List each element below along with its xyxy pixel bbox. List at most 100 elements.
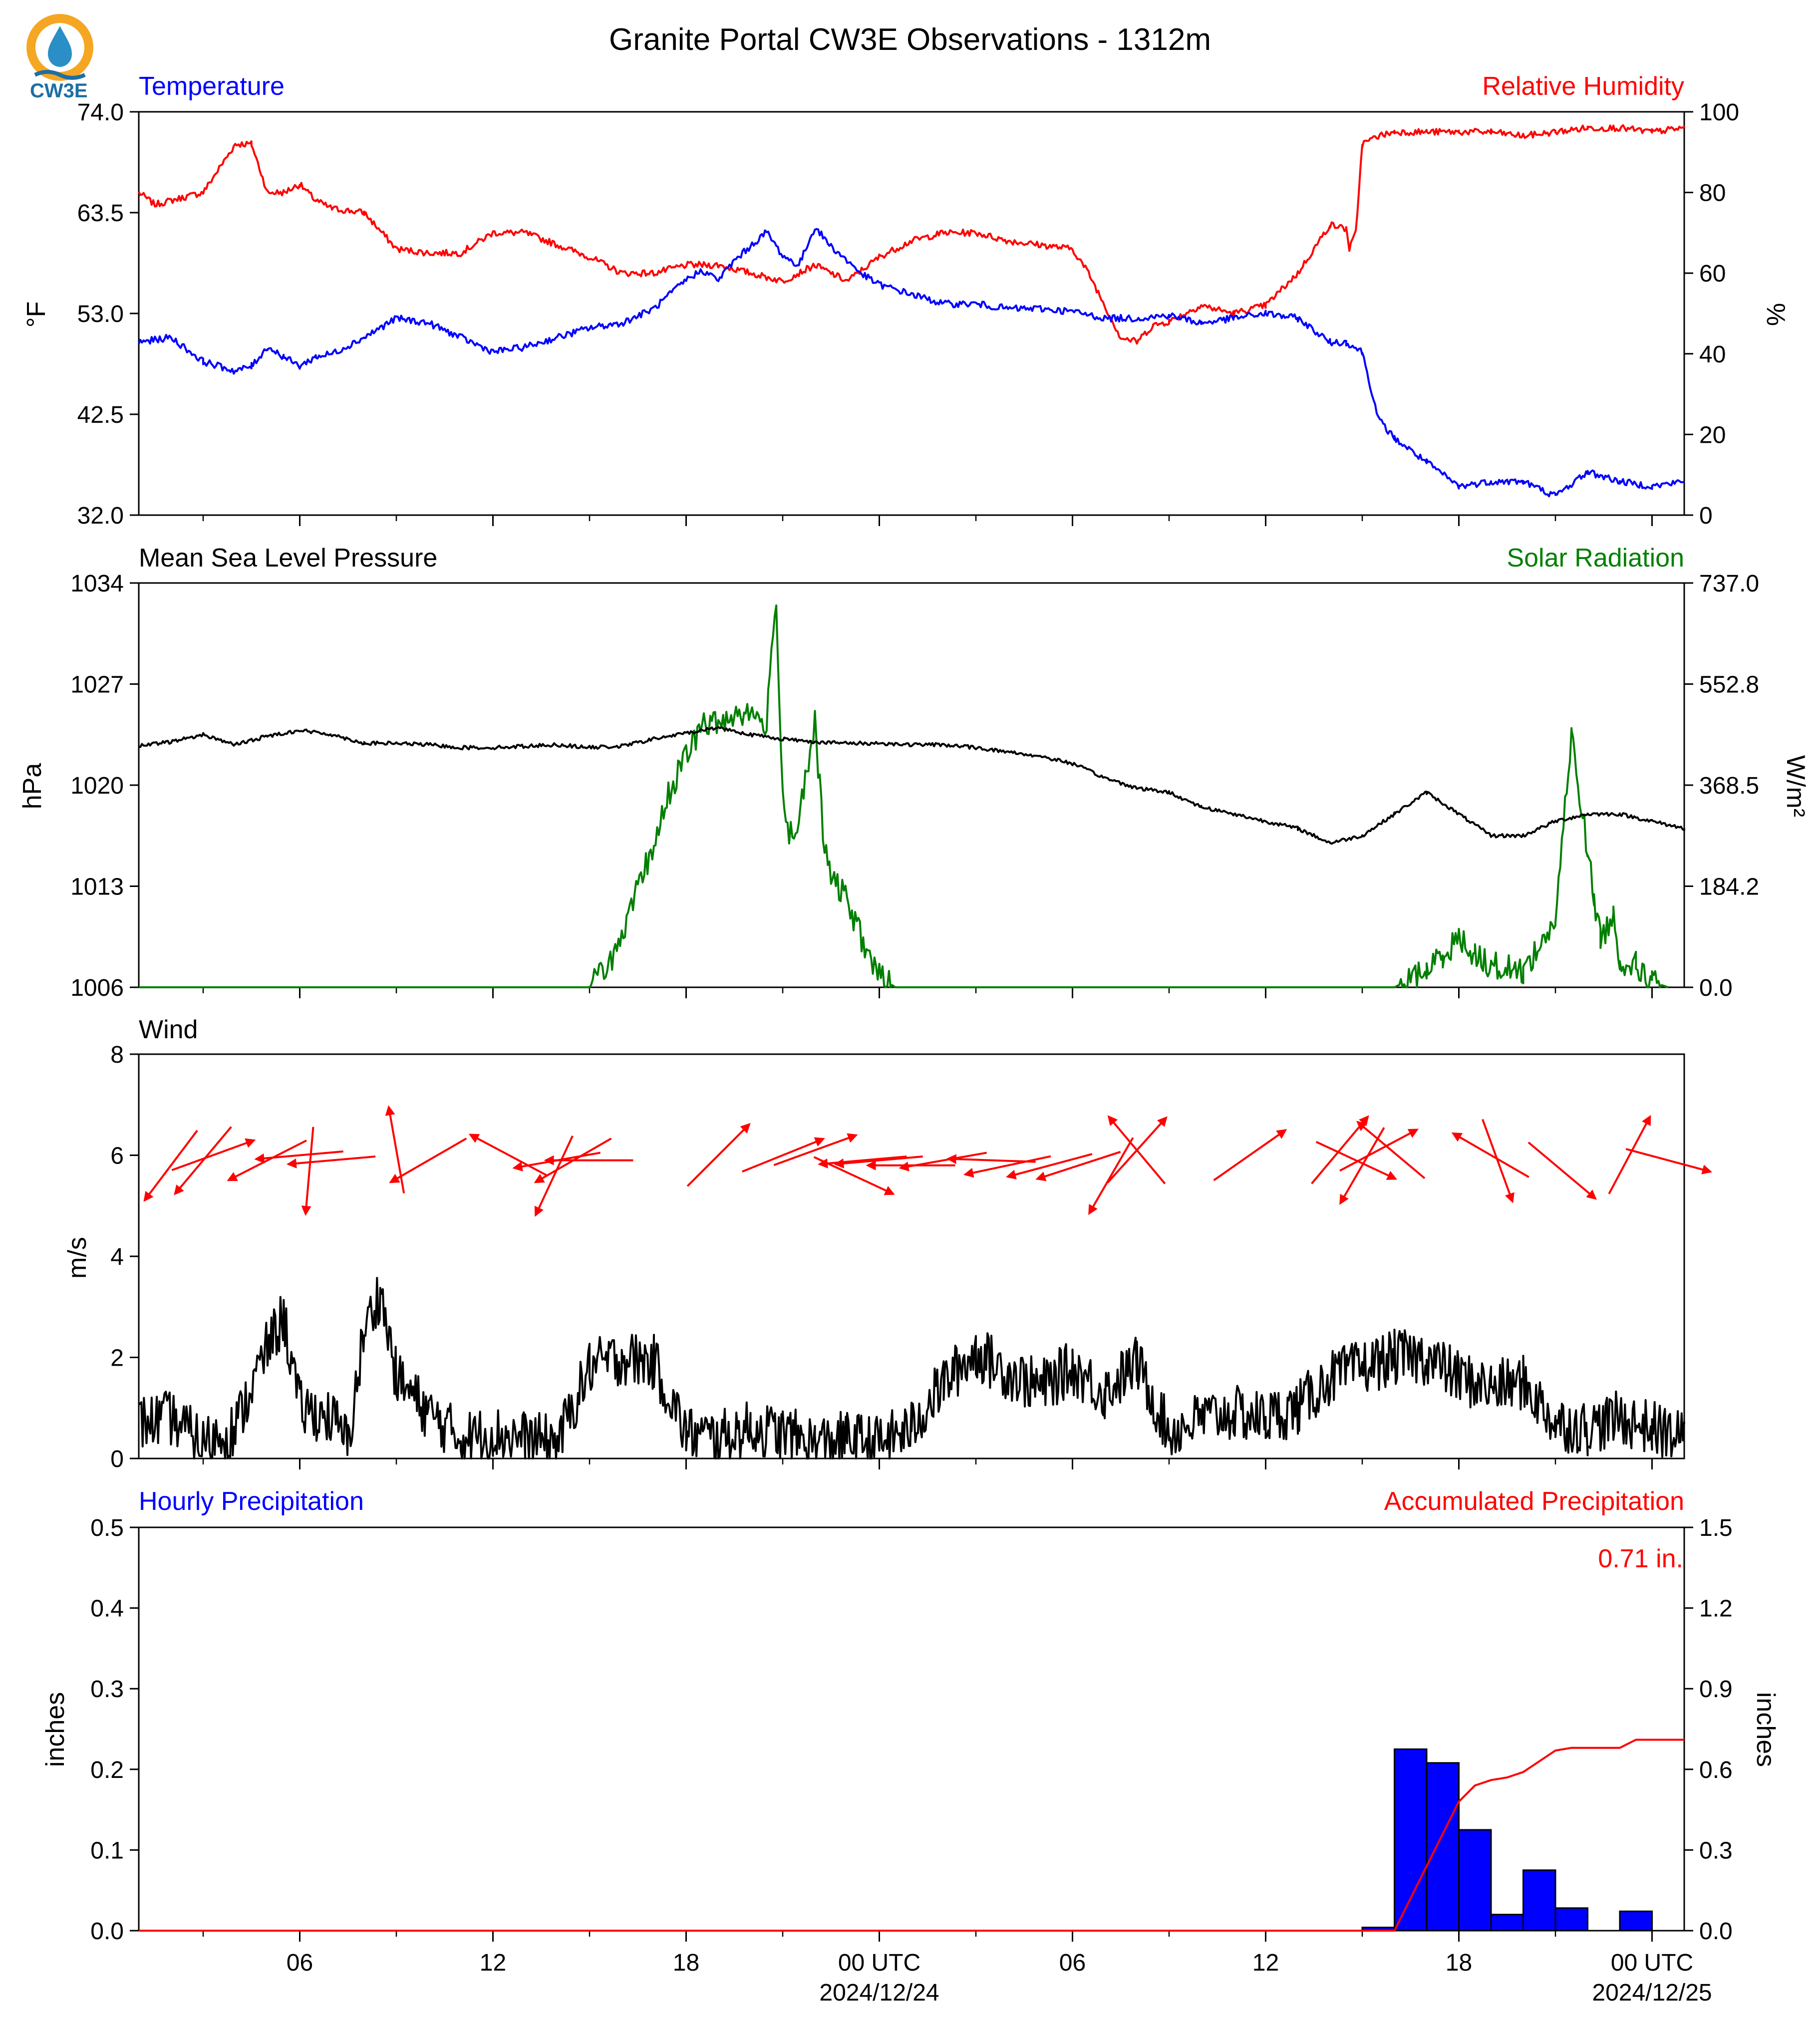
temperature-line	[138, 228, 1685, 498]
y-left-tick-label: 1013	[70, 874, 124, 900]
wind-direction-arrow	[286, 1156, 376, 1168]
accum-precip-title: Accumulated Precipitation	[1384, 1487, 1684, 1516]
x-tick-label: 12	[1252, 1950, 1279, 1976]
logo-drop-icon	[48, 26, 72, 67]
y-left-tick-label: 32.0	[77, 503, 124, 529]
pressure-title: Mean Sea Level Pressure	[139, 544, 437, 573]
wind-direction-arrow	[1339, 1127, 1385, 1205]
panel-frame-0	[138, 111, 1685, 516]
wind-direction-arrow	[171, 1138, 256, 1171]
y-right-tick-label: 0	[1699, 503, 1713, 529]
hourly-precip-bar	[1522, 1869, 1556, 1932]
x-date-label: 2024/12/24	[819, 1980, 939, 2006]
x-tick-label: 00 UTC	[1611, 1950, 1693, 1976]
wind-direction-arrow	[385, 1105, 405, 1193]
y-left-tick-label: 0.5	[90, 1515, 124, 1541]
x-tick-label: 12	[480, 1950, 506, 1976]
y-left-tick-label: 0.2	[90, 1757, 124, 1783]
x-tick-label: 00 UTC	[838, 1950, 920, 1976]
hourly-precip-title: Hourly Precipitation	[139, 1487, 364, 1516]
y-right-tick-label: 1.2	[1699, 1596, 1733, 1622]
precip-ylabel-right: inches	[1751, 1692, 1780, 1767]
wind-direction-arrow	[963, 1155, 1051, 1178]
hourly-precip-bar	[1490, 1914, 1524, 1932]
wind-direction-arrow	[174, 1126, 232, 1195]
wind-speed-line	[138, 1277, 1685, 1459]
wind-direction-arrow	[1356, 1121, 1426, 1179]
logo-text: CW3E	[30, 80, 88, 102]
wind-direction-arrow	[254, 1150, 343, 1163]
pressure-line	[138, 726, 1685, 845]
wind-direction-arrow	[534, 1135, 574, 1217]
y-left-tick-label: 42.5	[77, 402, 124, 428]
y-right-tick-label: 1.5	[1699, 1515, 1733, 1541]
logo-wave-icon	[34, 70, 86, 80]
x-tick-label: 06	[1059, 1950, 1086, 1976]
wind-direction-arrow	[227, 1140, 307, 1181]
x-tick-label: 18	[1446, 1950, 1472, 1976]
wind-direction-arrow	[773, 1133, 858, 1166]
wind-direction-arrow	[1107, 1116, 1168, 1183]
wind-direction-arrow	[468, 1134, 548, 1177]
wind-direction-arrow	[1005, 1153, 1093, 1179]
precip-total-label: 0.71 in.	[1598, 1544, 1683, 1573]
y-right-tick-label: 80	[1699, 180, 1726, 207]
y-left-tick-label: 1020	[70, 773, 124, 799]
plot-area: 32.042.553.063.574.002040608010010061013…	[70, 99, 1759, 2006]
hourly-precip-bar	[1394, 1748, 1428, 1932]
wind-title: Wind	[139, 1015, 198, 1044]
wind-direction-arrow	[1482, 1119, 1515, 1203]
cw3e-logo: CW3E	[26, 14, 93, 102]
y-left-tick-label: 1006	[70, 975, 124, 1001]
wind-ylabel: m/s	[63, 1237, 92, 1279]
wind-direction-arrow	[686, 1123, 751, 1187]
y-right-tick-label: 0.3	[1699, 1837, 1733, 1864]
wind-direction-arrow	[1527, 1142, 1597, 1200]
y-left-tick-label: 1027	[70, 672, 124, 698]
wind-direction-arrow	[742, 1137, 825, 1173]
humidity-ylabel: %	[1761, 303, 1790, 326]
wind-direction-arrow	[389, 1138, 467, 1183]
x-tick-label: 06	[287, 1950, 313, 1976]
hourly-precip-bar	[1619, 1910, 1653, 1932]
y-right-tick-label: 184.2	[1699, 874, 1759, 900]
y-left-tick-label: 2	[110, 1345, 124, 1372]
temperature-ylabel: °F	[22, 301, 51, 328]
precip-ylabel-left: inches	[41, 1692, 70, 1767]
wind-direction-arrow	[1315, 1141, 1398, 1180]
wind-direction-arrow	[818, 1156, 907, 1168]
y-right-tick-label: 0.6	[1699, 1757, 1733, 1783]
y-right-tick-label: 552.8	[1699, 672, 1759, 698]
wind-direction-arrow	[143, 1130, 198, 1202]
hourly-precip-bar	[1426, 1762, 1460, 1932]
temperature-title: Temperature	[139, 72, 285, 101]
y-right-tick-label: 100	[1699, 99, 1739, 126]
wind-direction-arrow	[1608, 1115, 1651, 1194]
y-right-tick-label: 737.0	[1699, 571, 1759, 597]
y-right-tick-label: 368.5	[1699, 773, 1759, 799]
y-left-tick-label: 74.0	[77, 99, 124, 126]
y-left-tick-label: 0.3	[90, 1676, 124, 1703]
y-right-tick-label: 0.0	[1699, 1918, 1733, 1945]
y-left-tick-label: 6	[110, 1143, 124, 1169]
y-left-tick-label: 0.1	[90, 1837, 124, 1864]
hourly-precip-bar	[1458, 1829, 1492, 1932]
y-left-tick-label: 0.0	[90, 1918, 124, 1945]
x-date-label: 2024/12/25	[1592, 1980, 1712, 2006]
y-left-tick-label: 4	[110, 1244, 124, 1270]
humidity-title: Relative Humidity	[1482, 72, 1684, 101]
y-left-tick-label: 0.4	[90, 1596, 124, 1622]
wind-direction-arrow	[1625, 1148, 1713, 1174]
wind-direction-arrow	[1339, 1129, 1419, 1172]
y-left-tick-label: 0	[110, 1446, 124, 1472]
solar-ylabel: W/m²	[1781, 755, 1810, 817]
wind-direction-arrow	[1035, 1151, 1121, 1181]
y-left-tick-label: 53.0	[77, 301, 124, 327]
wind-direction-arrow	[1088, 1137, 1134, 1215]
y-left-tick-label: 63.5	[77, 200, 124, 227]
solar-radiation-line	[139, 604, 1669, 988]
wind-direction-arrow	[946, 1154, 1036, 1164]
wind-direction-arrow	[1311, 1115, 1369, 1184]
wind-direction-arrow	[813, 1156, 895, 1195]
y-left-tick-label: 1034	[70, 571, 124, 597]
